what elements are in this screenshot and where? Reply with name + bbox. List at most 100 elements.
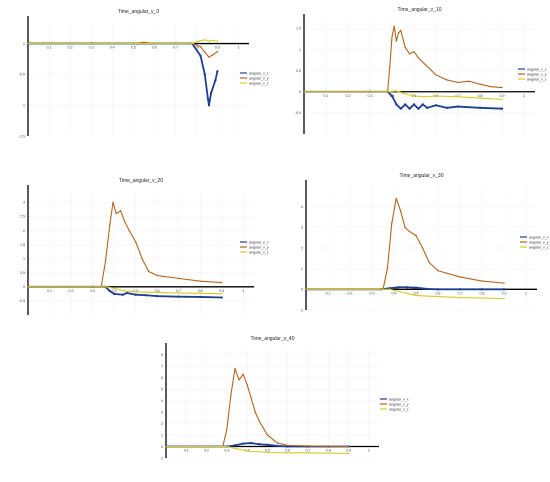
x-tick-label: 0.3 [89,46,94,50]
data-point-angular_v_z [388,288,391,291]
data-point-angular_v_z [191,42,193,45]
data-point-angular_v_z [246,450,248,452]
series-angular_v_y [165,367,350,448]
series-line-angular_v_y [304,25,503,93]
data-point-angular_v_z [197,40,200,42]
y-tick-label: 0.5 [296,69,301,73]
data-point-angular_v_x [155,294,159,298]
y-tick-label: 5 [161,387,163,391]
data-point-angular_v_y [391,222,393,224]
series-line-angular_v_x [304,90,503,110]
data-point-angular_v_y [479,83,481,85]
x-tick-label: 0.4 [392,291,397,295]
x-tick-label: 0.9 [219,289,224,293]
data-point-angular_v_x [233,444,237,447]
series-line-angular_v_z [166,445,349,454]
series-line-angular_v_z [304,90,503,100]
data-point-angular_v_z [226,445,228,448]
legend-label: angular_v_x [527,67,547,71]
data-point-angular_v_z [397,290,400,293]
y-tick-label: -0.5 [19,73,25,77]
legend-label: angular_v_x [389,397,409,401]
data-point-angular_v_z [221,293,223,295]
data-point-angular_v_y [128,229,130,232]
data-point-angular_v_x [445,106,449,110]
data-point-angular_v_x [198,295,202,299]
legend-label: angular_v_z [249,81,269,85]
data-point-angular_v_z [27,42,29,45]
data-point-angular_v_z [404,93,406,95]
data-point-angular_v_x [276,444,279,448]
data-point-angular_v_x [209,91,213,95]
data-point-angular_v_z [132,42,134,45]
y-tick-label: 3 [23,201,25,205]
y-tick-label: -1 [22,103,25,107]
data-point-angular_v_y [399,210,402,212]
data-point-angular_v_x [266,443,269,447]
legend-label: angular_v_x [529,235,549,239]
data-point-angular_v_x [199,54,202,58]
x-tick-label: 0.8 [194,46,199,50]
data-point-angular_v_y [208,56,210,58]
x-tick-label: 0.4 [110,46,115,50]
data-point-angular_v_x [500,107,504,110]
data-point-angular_v_z [156,291,158,294]
data-point-angular_v_y [437,270,439,272]
x-tick-label: 1 [237,46,239,50]
data-point-angular_v_y [307,445,309,447]
data-point-angular_v_y [391,36,393,38]
data-point-angular_v_x [134,293,137,296]
x-tick-label: 0.1 [47,46,52,50]
x-tick-label: 0.5 [414,291,419,295]
data-point-angular_v_z [395,90,398,92]
x-tick-label: 0.9 [346,449,351,453]
data-point-angular_v_z [386,91,389,93]
data-point-angular_v_y [446,79,448,81]
data-point-angular_v_z [303,91,305,93]
y-tick-label: 4 [161,399,163,403]
data-point-angular_v_z [266,451,269,453]
data-point-angular_v_y [393,25,395,28]
series-angular_v_y [303,25,503,93]
data-point-angular_v_y [408,230,411,233]
data-point-angular_v_x [478,106,482,110]
data-point-angular_v_x [456,105,460,108]
chart-title: Time_angular_v_0 [118,9,159,15]
y-tick-label: 0 [161,445,163,449]
data-point-angular_v_x [207,103,211,107]
x-tick-label: 0.1 [324,94,329,98]
data-point-angular_v_y [266,434,269,436]
x-tick-label: 1 [525,291,527,295]
data-point-angular_v_z [177,292,180,294]
y-tick-label: 0 [23,285,25,289]
x-tick-label: 0.1 [47,289,52,293]
x-tick-label: 0.7 [456,94,461,98]
x-tick-label: 0.7 [176,289,181,293]
data-point-angular_v_y [457,81,459,84]
data-point-angular_v_y [199,45,202,48]
data-point-angular_v_y [242,373,244,375]
data-point-angular_v_z [174,42,177,45]
x-tick-label: 0.7 [173,46,178,50]
data-point-angular_v_z [327,452,329,454]
data-point-angular_v_y [124,221,126,223]
chart-panel-0: Time_angular_v_0 0.1 0.2 0.3 0.4 0.5 0.6 0.7 0.8… [8,6,273,160]
x-tick-label: 0.1 [326,291,331,295]
x-tick-label: 1 [523,94,525,98]
data-point-angular_v_y [112,201,114,203]
data-point-angular_v_z [347,452,350,455]
y-tick-label: 1 [299,48,301,52]
y-tick-label: 1 [161,433,163,437]
data-point-angular_v_x [502,288,506,291]
x-tick-label: 0.7 [458,291,463,295]
data-point-angular_v_z [236,448,238,450]
series-line-angular_v_y [306,197,505,290]
legend-label: angular_v_x [249,71,269,75]
y-tick-label: 2.5 [20,215,25,219]
x-tick-label: 0.9 [500,94,505,98]
y-tick-label: -1.5 [19,134,25,138]
data-point-angular_v_y [481,280,483,282]
data-point-angular_v_y [226,428,228,431]
